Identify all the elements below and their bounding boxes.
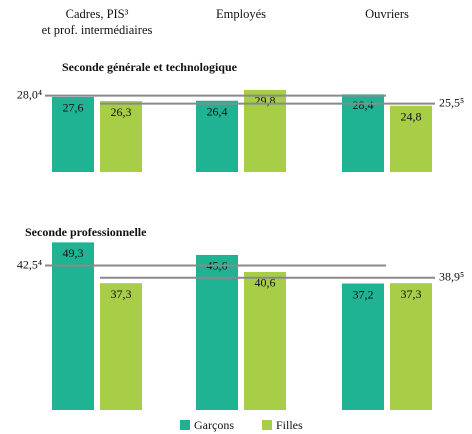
value-label: 49,3 bbox=[63, 246, 84, 260]
legend-label: Garçons bbox=[194, 418, 234, 432]
value-label: 24,8 bbox=[401, 110, 422, 124]
panel-title: Seconde professionnelle bbox=[25, 225, 147, 239]
bar bbox=[52, 242, 94, 410]
legend-swatch bbox=[180, 420, 190, 430]
bar bbox=[196, 254, 238, 410]
reference-label: 25,5⁵ bbox=[439, 95, 464, 109]
bar bbox=[100, 101, 142, 172]
value-label: 40,6 bbox=[255, 276, 276, 290]
value-label: 27,6 bbox=[63, 101, 84, 115]
value-label: 26,3 bbox=[111, 105, 132, 119]
reference-label: 42,5⁴ bbox=[17, 257, 42, 271]
bar bbox=[52, 96, 94, 172]
bar bbox=[342, 94, 384, 172]
bar bbox=[342, 283, 384, 410]
bar bbox=[390, 283, 432, 410]
panel-title: Seconde générale et technologique bbox=[62, 60, 238, 74]
value-label: 37,2 bbox=[353, 287, 374, 301]
category-label: Cadres, PIS³ et prof. intermédiaires bbox=[41, 7, 153, 37]
value-label: 26,4 bbox=[207, 104, 228, 118]
value-label: 37,3 bbox=[401, 287, 422, 301]
bar bbox=[196, 100, 238, 172]
bar bbox=[100, 283, 142, 410]
value-label: 28,4 bbox=[353, 98, 374, 112]
category-label: Employés bbox=[216, 7, 266, 21]
reference-label: 28,0⁴ bbox=[17, 87, 42, 101]
legend-swatch bbox=[262, 420, 272, 430]
legend-label: Filles bbox=[276, 418, 303, 432]
bar bbox=[244, 271, 286, 410]
category-label: Ouvriers bbox=[365, 7, 409, 21]
reference-label: 38,9⁵ bbox=[439, 269, 464, 283]
value-label: 37,3 bbox=[111, 287, 132, 301]
bar bbox=[390, 105, 432, 172]
